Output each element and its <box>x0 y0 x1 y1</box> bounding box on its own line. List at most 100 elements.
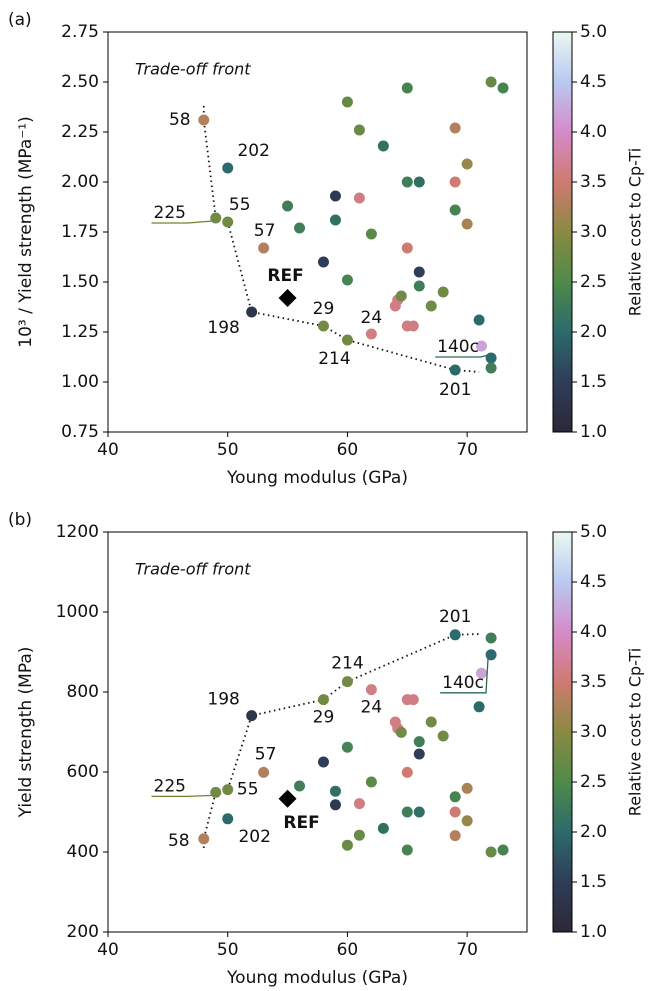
point-label: 24 <box>361 308 383 328</box>
material-point <box>341 839 353 851</box>
y-tick-label: 1200 <box>56 522 99 542</box>
colorbar-tick-label: 2.5 <box>580 772 607 792</box>
material-point <box>365 776 377 788</box>
material-point <box>485 632 497 644</box>
material-point <box>449 176 461 188</box>
material-point <box>476 667 488 679</box>
material-point <box>246 710 258 722</box>
material-point <box>413 748 425 760</box>
colorbar-tick-label: 2.5 <box>580 272 607 292</box>
material-point <box>401 844 413 856</box>
material-point <box>401 766 413 778</box>
x-tick-label: 60 <box>337 440 359 460</box>
material-point <box>449 204 461 216</box>
material-point <box>407 694 419 706</box>
colorbar-title: Relative cost to Cp-Ti <box>626 648 645 816</box>
material-point <box>329 214 341 226</box>
material-point <box>461 218 473 230</box>
material-point <box>485 352 497 364</box>
material-point <box>377 822 389 834</box>
subtitle: Trade-off front <box>135 60 251 79</box>
material-point <box>258 766 270 778</box>
colorbar-tick-label: 3.0 <box>580 722 607 742</box>
material-point <box>485 76 497 88</box>
point-label: 24 <box>361 698 383 718</box>
material-point <box>449 629 461 641</box>
colorbar <box>552 531 573 933</box>
material-point <box>413 280 425 292</box>
material-point <box>294 780 306 792</box>
colorbar-tick-label: 5.0 <box>580 22 607 42</box>
y-tick-label: 400 <box>67 842 99 862</box>
y-axis-title: 10³ / Yield strength (MPa⁻¹) <box>16 116 36 348</box>
material-point <box>401 242 413 254</box>
x-tick-label: 70 <box>456 440 478 460</box>
point-label: 57 <box>254 221 276 241</box>
colorbar-tick-label: 4.5 <box>580 72 607 92</box>
x-tick-label: 50 <box>217 940 239 960</box>
point-label: 202 <box>237 141 269 161</box>
reference-marker <box>278 789 297 808</box>
material-point <box>258 242 270 254</box>
material-point <box>365 684 377 696</box>
colorbar-tick-label: 5.0 <box>580 522 607 542</box>
y-tick-label: 1.50 <box>61 272 99 292</box>
material-point <box>449 791 461 803</box>
y-tick-label: 600 <box>67 762 99 782</box>
colorbar-tick-label: 3.5 <box>580 172 607 192</box>
material-point <box>449 122 461 134</box>
y-tick-label: 800 <box>67 682 99 702</box>
material-point <box>437 730 449 742</box>
material-point <box>365 328 377 340</box>
point-label: 201 <box>439 380 471 400</box>
material-point <box>485 846 497 858</box>
colorbar-tick-label: 1.0 <box>580 422 607 442</box>
material-point <box>497 844 509 856</box>
material-point <box>401 176 413 188</box>
point-label: 57 <box>255 744 277 764</box>
material-point <box>329 799 341 811</box>
material-point <box>485 649 497 661</box>
y-tick-label: 2.75 <box>61 22 99 42</box>
material-point <box>198 114 210 126</box>
material-point <box>413 266 425 278</box>
material-point <box>282 200 294 212</box>
material-point <box>413 176 425 188</box>
material-point <box>476 340 488 352</box>
material-point <box>222 216 234 228</box>
material-point <box>461 815 473 827</box>
point-label: 29 <box>313 708 335 728</box>
colorbar-tick-label: 4.0 <box>580 122 607 142</box>
colorbar-tick-label: 4.0 <box>580 622 607 642</box>
point-label: 225 <box>154 203 186 223</box>
material-point <box>317 320 329 332</box>
point-label: 58 <box>168 831 190 851</box>
material-point <box>341 274 353 286</box>
material-point <box>317 756 329 768</box>
x-tick-label: 40 <box>97 940 119 960</box>
point-label: 58 <box>169 110 191 130</box>
panel-label: (b) <box>8 510 32 530</box>
x-tick-label: 50 <box>217 440 239 460</box>
material-point <box>461 158 473 170</box>
colorbar-tick-label: 1.5 <box>580 372 607 392</box>
point-label: 198 <box>207 318 239 338</box>
material-point <box>449 364 461 376</box>
panel-label: (a) <box>8 10 32 30</box>
material-point <box>341 96 353 108</box>
x-axis-title: Young modulus (GPa) <box>226 468 408 488</box>
front-line <box>202 633 480 848</box>
subtitle: Trade-off front <box>135 560 251 579</box>
material-point <box>395 290 407 302</box>
material-point <box>222 813 234 825</box>
y-tick-label: 2.25 <box>61 122 99 142</box>
leader-line <box>435 354 489 358</box>
material-point <box>401 82 413 94</box>
material-point <box>497 82 509 94</box>
colorbar-tick-label: 1.5 <box>580 872 607 892</box>
material-point <box>329 190 341 202</box>
material-point <box>341 676 353 688</box>
y-tick-label: 200 <box>67 922 99 942</box>
y-tick-label: 1.00 <box>61 372 99 392</box>
